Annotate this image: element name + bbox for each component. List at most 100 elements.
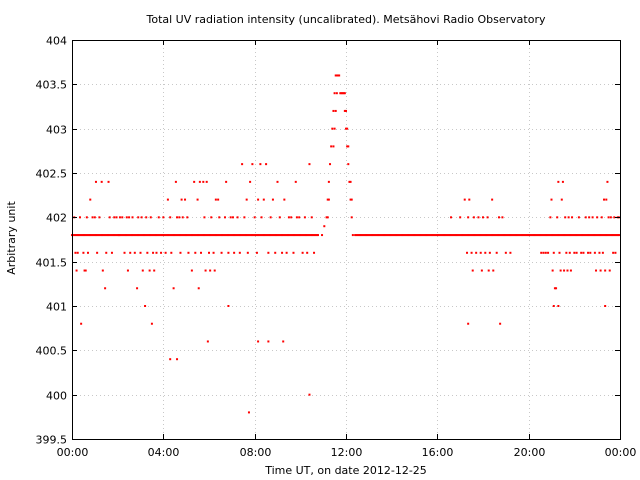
data-point — [279, 234, 282, 237]
x-tick-label: 08:00 — [240, 446, 272, 459]
data-point — [523, 234, 526, 237]
data-point — [224, 234, 227, 237]
data-point — [600, 234, 603, 237]
data-point — [334, 109, 337, 112]
data-point — [346, 127, 349, 130]
data-point — [227, 305, 230, 307]
data-point — [520, 234, 523, 237]
data-point — [597, 234, 600, 237]
data-point — [121, 216, 124, 219]
data-point — [512, 234, 515, 237]
data-point — [246, 234, 249, 237]
data-point — [281, 251, 284, 254]
data-point — [146, 234, 149, 237]
data-point — [251, 234, 253, 237]
data-point — [388, 234, 391, 237]
data-point — [168, 234, 171, 237]
data-point — [484, 234, 487, 237]
data-point — [144, 234, 147, 237]
data-point — [482, 234, 485, 237]
data-point — [609, 234, 612, 237]
data-point — [271, 234, 274, 237]
data-point — [566, 234, 569, 237]
data-point — [212, 234, 215, 237]
data-point — [453, 234, 456, 237]
data-point — [589, 234, 592, 237]
data-point — [127, 234, 130, 237]
data-point — [176, 234, 179, 237]
data-point — [156, 234, 159, 237]
data-point — [591, 216, 594, 219]
data-point — [504, 234, 507, 237]
data-point — [341, 92, 344, 95]
data-point — [464, 234, 467, 237]
data-point — [577, 234, 580, 237]
data-point — [550, 198, 553, 201]
data-point — [220, 251, 223, 254]
data-point — [613, 234, 616, 237]
data-point — [93, 234, 96, 237]
data-point — [436, 234, 439, 237]
data-point — [601, 251, 604, 254]
data-point — [438, 234, 441, 237]
data-point — [552, 234, 555, 237]
data-point — [113, 234, 115, 237]
data-point — [434, 234, 437, 237]
data-point — [553, 234, 556, 237]
data-point — [508, 234, 511, 237]
data-point — [528, 234, 531, 237]
data-point — [573, 251, 576, 254]
data-point — [308, 234, 311, 237]
data-point — [480, 234, 483, 237]
data-point — [192, 234, 195, 237]
chart-title: Total UV radiation intensity (uncalibrat… — [146, 13, 546, 26]
data-point — [257, 198, 260, 201]
data-point — [211, 234, 214, 237]
data-point — [283, 234, 286, 237]
data-point — [95, 234, 97, 237]
data-point — [98, 234, 101, 237]
data-point — [546, 234, 549, 237]
data-point — [301, 251, 304, 254]
data-point — [81, 234, 84, 237]
data-point — [432, 234, 435, 237]
data-point — [162, 216, 165, 219]
data-point — [559, 234, 562, 237]
data-point — [582, 234, 585, 237]
data-point — [225, 234, 228, 237]
data-point — [385, 234, 388, 237]
data-point — [247, 411, 250, 414]
data-point — [552, 305, 555, 307]
y-tick-label: 400.5 — [36, 345, 68, 358]
data-point — [549, 234, 552, 237]
data-point — [200, 251, 203, 254]
data-point — [567, 234, 570, 237]
data-point — [140, 216, 143, 219]
data-point — [121, 234, 124, 237]
data-point — [342, 92, 345, 95]
data-point — [532, 234, 535, 237]
data-point — [382, 234, 385, 237]
data-point — [255, 234, 258, 237]
data-point — [557, 180, 560, 183]
data-point — [110, 234, 113, 237]
data-point — [387, 234, 390, 237]
data-point — [146, 251, 149, 254]
data-point — [160, 251, 163, 254]
data-point — [374, 234, 377, 237]
data-point — [335, 74, 338, 77]
data-point — [230, 234, 233, 237]
data-point — [346, 145, 349, 148]
data-point — [492, 234, 495, 237]
data-point — [368, 234, 371, 237]
data-point — [340, 92, 343, 95]
data-point — [157, 216, 160, 219]
data-point — [604, 269, 607, 272]
data-point — [536, 234, 539, 237]
data-point — [607, 234, 610, 237]
data-points — [71, 74, 621, 414]
data-point — [141, 234, 144, 237]
data-point — [184, 198, 187, 201]
data-point — [107, 180, 110, 183]
data-point — [83, 269, 86, 272]
